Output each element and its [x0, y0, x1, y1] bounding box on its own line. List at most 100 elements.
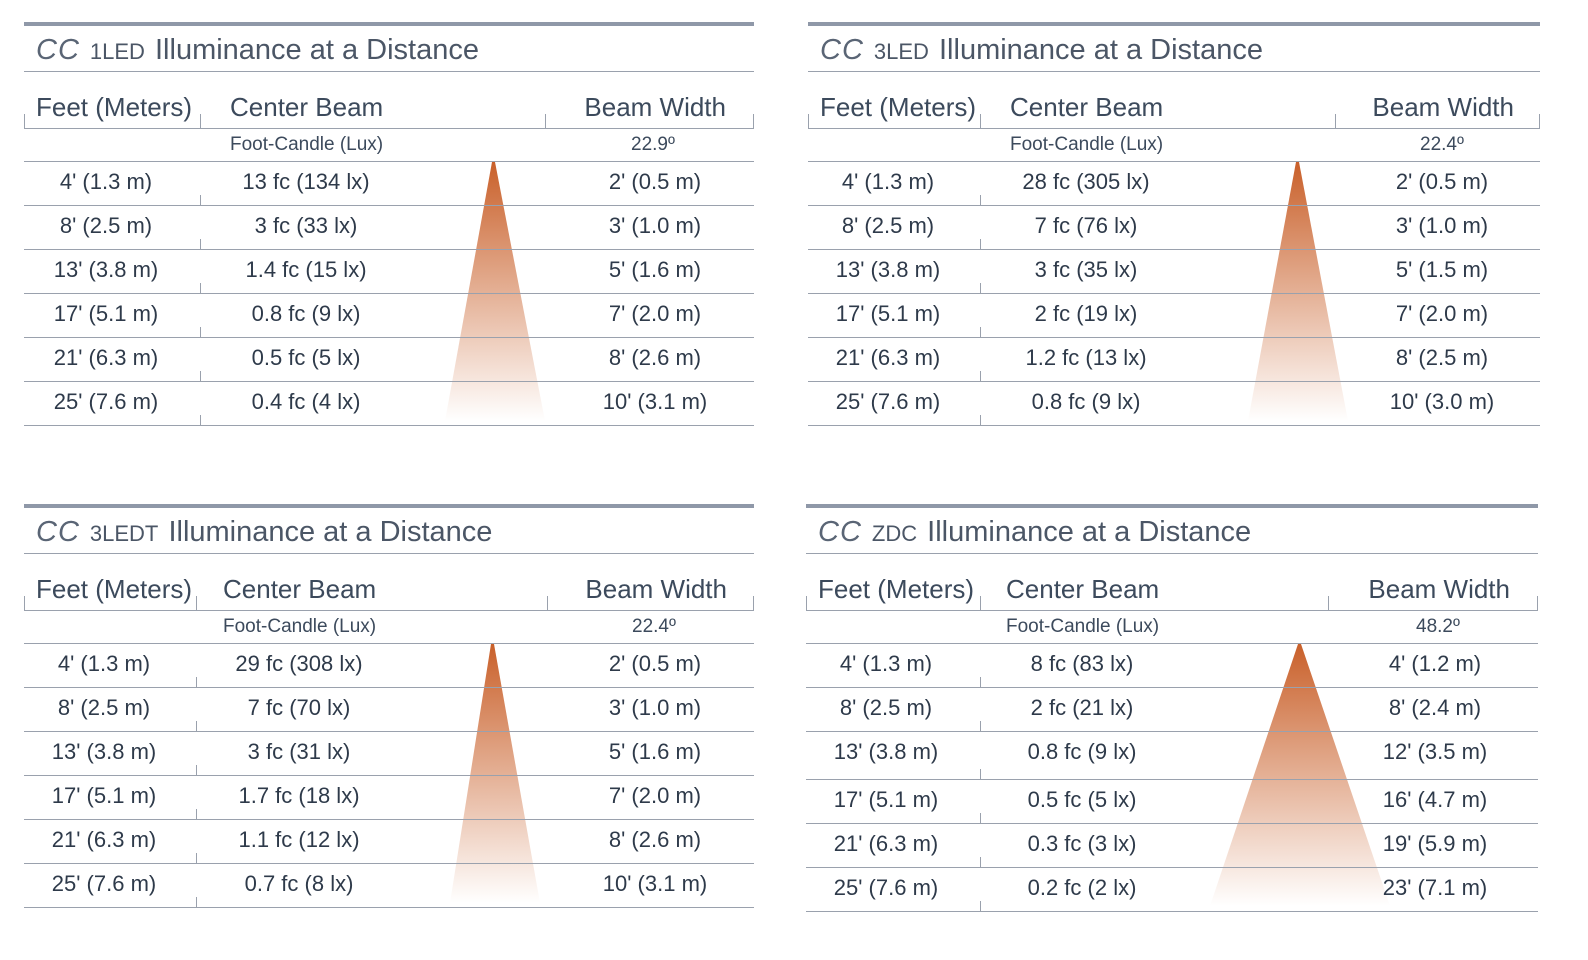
beam-angle: 48.2º	[1416, 616, 1460, 637]
table-row: 4' (1.3 m) 29 fc (308 lx) 2' (0.5 m)	[24, 644, 754, 688]
column-tick	[753, 114, 754, 129]
distance-cell: 17' (5.1 m)	[835, 301, 941, 326]
distance-cell: 25' (7.6 m)	[53, 389, 159, 414]
brand-mark: CC	[820, 34, 864, 66]
beam-cone-graphic	[1210, 644, 1390, 906]
header-feet-meters: Feet (Meters)	[36, 574, 193, 604]
column-tick	[808, 114, 809, 129]
distance-cell: 25' (7.6 m)	[833, 875, 939, 900]
center-beam-cell: 8 fc (83 lx)	[1030, 651, 1134, 676]
beam-width-cell: 3' (1.0 m)	[1395, 213, 1489, 238]
header-beam-width: Beam Width	[584, 92, 726, 122]
distance-cell: 8' (2.5 m)	[841, 213, 935, 238]
row-tick	[980, 195, 981, 205]
subheader-divider	[806, 643, 1538, 644]
title-divider	[24, 71, 754, 72]
center-beam-cell: 7 fc (70 lx)	[247, 695, 351, 720]
title-divider	[24, 553, 754, 554]
column-tick	[1335, 114, 1336, 129]
table-row: 17' (5.1 m) 1.7 fc (18 lx) 7' (2.0 m)	[24, 776, 754, 820]
distance-cell: 21' (6.3 m)	[833, 831, 939, 856]
table-row: 13' (3.8 m) 3 fc (35 lx) 5' (1.5 m)	[808, 250, 1540, 294]
table-row: 25' (7.6 m) 0.8 fc (9 lx) 10' (3.0 m)	[808, 382, 1540, 426]
brand-mark: CC	[818, 516, 862, 548]
row-tick	[200, 371, 201, 381]
beam-width-cell: 7' (2.0 m)	[1395, 301, 1489, 326]
subheader-divider	[24, 161, 754, 162]
table-row: 21' (6.3 m) 0.3 fc (3 lx) 19' (5.9 m)	[806, 824, 1538, 868]
units-label: Foot-Candle (Lux)	[223, 616, 377, 637]
model-name: 1LED	[89, 39, 145, 64]
table-row: 13' (3.8 m) 0.8 fc (9 lx) 12' (3.5 m)	[806, 732, 1538, 780]
center-beam-cell: 29 fc (308 lx)	[235, 651, 363, 676]
panel-title: CC 3LED Illuminance at a Distance	[820, 32, 1263, 70]
panel-top-bar	[806, 504, 1538, 508]
center-beam-cell: 0.8 fc (9 lx)	[1031, 389, 1141, 414]
beam-width-cell: 8' (2.6 m)	[608, 345, 702, 370]
row-tick	[980, 239, 981, 249]
beam-width-cell: 2' (0.5 m)	[608, 169, 702, 194]
table-row: 21' (6.3 m) 1.1 fc (12 lx) 8' (2.6 m)	[24, 820, 754, 864]
row-tick	[196, 677, 197, 687]
distance-cell: 25' (7.6 m)	[835, 389, 941, 414]
beam-width-cell: 5' (1.6 m)	[608, 739, 702, 764]
beam-width-cell: 19' (5.9 m)	[1382, 831, 1488, 856]
row-tick	[980, 769, 981, 779]
column-tick	[1537, 596, 1538, 611]
header-divider	[24, 128, 754, 129]
row-tick	[196, 721, 197, 731]
table-row: 21' (6.3 m) 0.5 fc (5 lx) 8' (2.6 m)	[24, 338, 754, 382]
distance-cell: 13' (3.8 m)	[833, 739, 939, 764]
distance-cell: 17' (5.1 m)	[51, 783, 157, 808]
column-tick	[753, 596, 754, 611]
beam-width-cell: 2' (0.5 m)	[608, 651, 702, 676]
beam-width-cell: 7' (2.0 m)	[608, 301, 702, 326]
title-text: Illuminance at a Distance	[939, 34, 1263, 66]
units-label: Foot-Candle (Lux)	[1010, 134, 1164, 155]
distance-cell: 21' (6.3 m)	[51, 827, 157, 852]
column-tick	[545, 114, 546, 129]
center-beam-cell: 1.4 fc (15 lx)	[245, 257, 367, 282]
distance-cell: 13' (3.8 m)	[835, 257, 941, 282]
center-beam-cell: 0.7 fc (8 lx)	[244, 871, 354, 896]
beam-cone-graphic	[450, 644, 540, 903]
row-tick	[196, 809, 197, 819]
table-row: 21' (6.3 m) 1.2 fc (13 lx) 8' (2.5 m)	[808, 338, 1540, 382]
row-tick	[200, 415, 201, 425]
header-center-beam: Center Beam	[223, 574, 377, 604]
row-tick	[980, 283, 981, 293]
subheader-divider	[24, 643, 754, 644]
beam-width-cell: 10' (3.0 m)	[1389, 389, 1495, 414]
header-feet-meters: Feet (Meters)	[36, 92, 193, 122]
row-tick	[980, 371, 981, 381]
beam-width-cell: 10' (3.1 m)	[602, 871, 708, 896]
table-row: 17' (5.1 m) 2 fc (19 lx) 7' (2.0 m)	[808, 294, 1540, 338]
column-tick	[24, 114, 25, 129]
table-row: 8' (2.5 m) 2 fc (21 lx) 8' (2.4 m)	[806, 688, 1538, 732]
table-row: 25' (7.6 m) 0.7 fc (8 lx) 10' (3.1 m)	[24, 864, 754, 908]
row-tick	[200, 195, 201, 205]
row-tick	[196, 853, 197, 863]
header-center-beam: Center Beam	[1006, 574, 1160, 604]
title-divider	[806, 553, 1538, 554]
table-row: 17' (5.1 m) 0.5 fc (5 lx) 16' (4.7 m)	[806, 780, 1538, 824]
center-beam-cell: 13 fc (134 lx)	[242, 169, 370, 194]
beam-width-cell: 3' (1.0 m)	[608, 695, 702, 720]
table-row: 8' (2.5 m) 7 fc (76 lx) 3' (1.0 m)	[808, 206, 1540, 250]
header-divider	[24, 610, 754, 611]
header-beam-width: Beam Width	[1368, 574, 1510, 604]
row-tick	[980, 415, 981, 425]
panel-title: CC 1LED Illuminance at a Distance	[36, 32, 479, 70]
column-tick	[1328, 596, 1329, 611]
row-tick	[200, 283, 201, 293]
table-row: 8' (2.5 m) 7 fc (70 lx) 3' (1.0 m)	[24, 688, 754, 732]
row-tick	[980, 721, 981, 731]
beam-width-cell: 3' (1.0 m)	[608, 213, 702, 238]
row-tick	[200, 239, 201, 249]
header-beam-width: Beam Width	[1372, 92, 1514, 122]
distance-cell: 4' (1.3 m)	[57, 651, 151, 676]
row-tick	[196, 765, 197, 775]
beam-width-cell: 8' (2.4 m)	[1388, 695, 1482, 720]
center-beam-cell: 3 fc (31 lx)	[247, 739, 351, 764]
brand-mark: CC	[36, 516, 80, 548]
